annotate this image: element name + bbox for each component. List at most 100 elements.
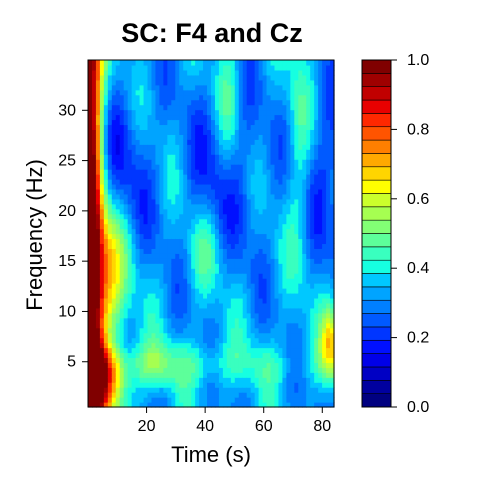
heatmap-cell bbox=[306, 139, 311, 145]
heatmap-cell bbox=[195, 332, 200, 339]
heatmap-cell bbox=[183, 64, 188, 71]
heatmap-cell bbox=[167, 144, 172, 150]
heatmap-cell bbox=[155, 233, 161, 240]
heatmap-cell bbox=[214, 337, 220, 344]
heatmap-cell bbox=[262, 84, 268, 91]
heatmap-cell bbox=[290, 357, 295, 363]
heatmap-cell bbox=[230, 307, 236, 314]
heatmap-cell bbox=[250, 79, 256, 86]
heatmap-cell bbox=[318, 208, 323, 215]
heatmap-cell bbox=[99, 327, 105, 334]
y-tick-label: 10 bbox=[58, 303, 76, 320]
heatmap-cell bbox=[191, 218, 196, 225]
heatmap-cell bbox=[103, 402, 109, 408]
heatmap-cell bbox=[111, 223, 117, 230]
heatmap-cell bbox=[330, 164, 335, 170]
heatmap-cell bbox=[183, 278, 188, 284]
heatmap-cell bbox=[318, 139, 323, 145]
heatmap-cell bbox=[99, 362, 105, 368]
heatmap-cell bbox=[226, 352, 232, 359]
heatmap-cell bbox=[175, 337, 180, 344]
heatmap-cell bbox=[88, 392, 93, 398]
heatmap-cell bbox=[302, 297, 307, 304]
heatmap-cell bbox=[274, 342, 280, 349]
heatmap-cell bbox=[262, 362, 268, 368]
heatmap-cell bbox=[330, 79, 335, 86]
heatmap-cell bbox=[258, 144, 264, 150]
heatmap-cell bbox=[330, 149, 335, 155]
heatmap-cell bbox=[155, 332, 161, 339]
heatmap-cell bbox=[230, 347, 236, 354]
heatmap-cell bbox=[310, 243, 315, 249]
heatmap-cell bbox=[282, 248, 287, 254]
heatmap-cell bbox=[270, 94, 276, 101]
heatmap-cell bbox=[203, 94, 208, 101]
heatmap-cell bbox=[103, 342, 109, 349]
heatmap-cell bbox=[218, 84, 224, 91]
heatmap-cell bbox=[258, 198, 264, 205]
heatmap-cell bbox=[258, 283, 264, 289]
heatmap-cell bbox=[191, 253, 196, 259]
heatmap-cell bbox=[143, 312, 149, 319]
heatmap-cell bbox=[151, 322, 157, 329]
heatmap-cell bbox=[199, 248, 204, 254]
heatmap-cell bbox=[278, 218, 284, 225]
heatmap-cell bbox=[127, 124, 133, 130]
heatmap-cell bbox=[199, 124, 204, 130]
heatmap-cell bbox=[230, 124, 236, 130]
heatmap-cell bbox=[222, 337, 228, 344]
heatmap-cell bbox=[135, 149, 141, 155]
heatmap-cell bbox=[88, 248, 93, 254]
heatmap-cell bbox=[282, 382, 287, 388]
heatmap-cell bbox=[111, 288, 117, 294]
heatmap-cell bbox=[218, 387, 224, 393]
heatmap-cell bbox=[211, 362, 216, 368]
heatmap-cell bbox=[135, 372, 141, 378]
heatmap-cell bbox=[302, 307, 307, 314]
heatmap-cell bbox=[115, 114, 121, 121]
heatmap-cell bbox=[270, 228, 276, 235]
heatmap-cell bbox=[258, 60, 264, 66]
heatmap-cell bbox=[167, 357, 172, 363]
heatmap-cell bbox=[179, 99, 184, 106]
heatmap-cell bbox=[191, 154, 196, 160]
heatmap-cell bbox=[286, 84, 291, 91]
heatmap-cell bbox=[211, 104, 216, 111]
heatmap-cell bbox=[195, 134, 200, 140]
heatmap-cell bbox=[147, 367, 153, 373]
heatmap-cell bbox=[230, 74, 236, 81]
heatmap-cell bbox=[123, 114, 129, 121]
heatmap-cell bbox=[238, 248, 244, 254]
heatmap-cell bbox=[318, 367, 323, 373]
heatmap-cell bbox=[143, 337, 149, 344]
heatmap-cell bbox=[123, 317, 129, 324]
heatmap-cell bbox=[290, 169, 295, 175]
heatmap-cell bbox=[282, 174, 287, 180]
heatmap-cell bbox=[171, 164, 176, 170]
heatmap-cell bbox=[159, 139, 164, 145]
heatmap-cell bbox=[274, 139, 280, 145]
heatmap-cell bbox=[266, 183, 272, 190]
colorbar-swatch bbox=[361, 299, 392, 314]
heatmap-cell bbox=[230, 154, 236, 160]
heatmap-cell bbox=[123, 382, 129, 388]
heatmap-cell bbox=[91, 402, 97, 408]
heatmap-cell bbox=[230, 228, 236, 235]
heatmap-cell bbox=[258, 64, 264, 71]
heatmap-cell bbox=[207, 392, 212, 398]
heatmap-cell bbox=[218, 288, 224, 294]
heatmap-cell bbox=[290, 124, 295, 130]
heatmap-cell bbox=[151, 248, 157, 254]
heatmap-cell bbox=[95, 357, 101, 363]
heatmap-cell bbox=[127, 327, 133, 334]
heatmap-cell bbox=[330, 139, 335, 145]
heatmap-cell bbox=[218, 312, 224, 319]
heatmap-cell bbox=[107, 164, 113, 170]
heatmap-cell bbox=[310, 312, 315, 319]
heatmap-cell bbox=[330, 347, 335, 354]
heatmap-cell bbox=[107, 193, 113, 200]
heatmap-cell bbox=[250, 377, 256, 383]
heatmap-cell bbox=[119, 183, 125, 190]
heatmap-cell bbox=[290, 149, 295, 155]
